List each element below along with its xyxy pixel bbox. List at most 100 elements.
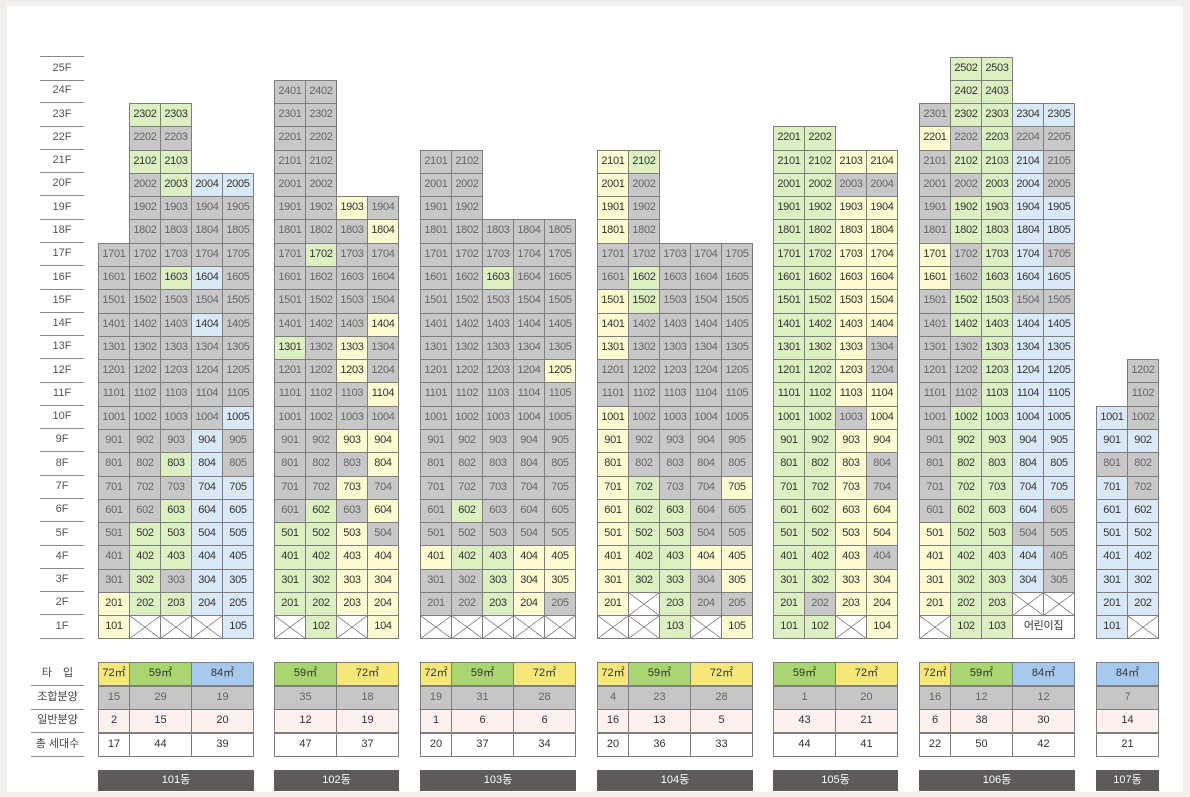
unit-cell[interactable]: 1902 — [950, 196, 982, 221]
unit-cell[interactable]: 704 — [866, 475, 898, 500]
unit-cell[interactable]: 1205 — [544, 359, 576, 384]
unit-cell[interactable]: 1104 — [1012, 382, 1044, 407]
unit-cell[interactable]: 2201 — [919, 126, 951, 151]
unit-cell[interactable]: 1802 — [628, 219, 660, 244]
unit-cell[interactable]: 502 — [1127, 522, 1159, 547]
unit-cell[interactable]: 102 — [305, 615, 337, 640]
unit-cell[interactable]: 202 — [129, 591, 161, 617]
unit-cell[interactable]: 1201 — [420, 359, 452, 384]
unit-cell[interactable]: 402 — [451, 545, 483, 570]
unit-cell[interactable]: 501 — [98, 522, 130, 547]
unit-cell[interactable]: 1402 — [628, 312, 660, 337]
unit-cell[interactable]: 1304 — [690, 335, 722, 361]
unit-cell[interactable]: 701 — [420, 475, 452, 500]
unit-cell[interactable]: 1802 — [950, 219, 982, 244]
unit-cell[interactable]: 901 — [919, 428, 951, 454]
unit-cell[interactable]: 1303 — [659, 335, 691, 361]
unit-cell[interactable]: 204 — [866, 591, 898, 617]
unit-cell[interactable]: 1804 — [191, 219, 223, 244]
unit-cell[interactable]: 1005 — [544, 405, 576, 430]
unit-cell[interactable]: 1404 — [1012, 312, 1044, 337]
unit-cell[interactable]: 1004 — [690, 405, 722, 430]
unit-cell[interactable]: 602 — [628, 498, 660, 524]
unit-cell[interactable]: 2002 — [804, 172, 836, 198]
unit-cell[interactable]: 1703 — [835, 242, 867, 267]
unit-cell[interactable]: 402 — [950, 545, 982, 570]
unit-cell[interactable]: 1404 — [866, 312, 898, 337]
unit-cell[interactable]: 1204 — [866, 359, 898, 384]
unit-cell[interactable]: 1603 — [981, 266, 1013, 291]
unit-cell[interactable]: 1403 — [835, 312, 867, 337]
unit-cell[interactable]: 1903 — [981, 196, 1013, 221]
unit-cell[interactable]: 1402 — [129, 312, 161, 337]
unit-cell[interactable]: 805 — [544, 452, 576, 477]
unit-cell[interactable]: 2403 — [981, 79, 1013, 105]
unit-cell[interactable]: 802 — [950, 452, 982, 477]
unit-cell[interactable]: 703 — [981, 475, 1013, 500]
unit-cell[interactable]: 1505 — [1043, 289, 1075, 314]
unit-cell[interactable]: 2105 — [1043, 149, 1075, 174]
unit-cell[interactable]: 1403 — [659, 312, 691, 337]
unit-cell[interactable]: 1202 — [305, 359, 337, 384]
unit-cell[interactable]: 어린이집 — [1012, 615, 1075, 640]
unit-cell[interactable]: 1303 — [336, 335, 368, 361]
unit-cell[interactable]: 1004 — [513, 405, 545, 430]
unit-cell[interactable]: 403 — [659, 545, 691, 570]
unit-cell[interactable]: 1702 — [129, 242, 161, 267]
unit-cell[interactable]: 801 — [919, 452, 951, 477]
unit-cell[interactable]: 104 — [866, 615, 898, 640]
unit-cell[interactable]: 801 — [274, 452, 306, 477]
unit-cell[interactable]: 201 — [773, 591, 805, 617]
unit-cell[interactable]: 1204 — [367, 359, 399, 384]
unit-cell[interactable]: 301 — [1096, 568, 1128, 593]
unit-cell[interactable]: 2003 — [160, 172, 192, 198]
unit-cell[interactable]: 1103 — [835, 382, 867, 407]
unit-cell[interactable]: 903 — [336, 428, 368, 454]
unit-cell[interactable]: 602 — [804, 498, 836, 524]
unit-cell[interactable]: 1604 — [367, 266, 399, 291]
unit-cell[interactable]: 1205 — [1043, 359, 1075, 384]
unit-cell[interactable]: 1704 — [690, 242, 722, 267]
unit-cell[interactable]: 1701 — [274, 242, 306, 267]
unit-cell[interactable]: 201 — [420, 591, 452, 617]
unit-cell[interactable]: 302 — [950, 568, 982, 593]
unit-cell[interactable]: 2003 — [835, 172, 867, 198]
unit-cell[interactable]: 1202 — [129, 359, 161, 384]
unit-cell[interactable]: 202 — [451, 591, 483, 617]
unit-cell[interactable]: 1001 — [919, 405, 951, 430]
unit-cell[interactable]: 302 — [1127, 568, 1159, 593]
unit-cell[interactable]: 501 — [773, 522, 805, 547]
unit-cell[interactable]: 802 — [451, 452, 483, 477]
unit-cell[interactable]: 1001 — [1096, 405, 1128, 430]
unit-cell[interactable]: 1105 — [544, 382, 576, 407]
unit-cell[interactable]: 505 — [222, 522, 254, 547]
unit-cell[interactable]: 1502 — [628, 289, 660, 314]
unit-cell[interactable]: 1603 — [336, 266, 368, 291]
unit-cell[interactable]: 703 — [482, 475, 514, 500]
unit-cell[interactable]: 2101 — [420, 149, 452, 174]
unit-cell[interactable]: 404 — [191, 545, 223, 570]
unit-cell[interactable]: 1002 — [129, 405, 161, 430]
unit-cell[interactable]: 702 — [129, 475, 161, 500]
unit-cell[interactable]: 1204 — [1012, 359, 1044, 384]
unit-cell[interactable]: 1103 — [659, 382, 691, 407]
unit-cell[interactable]: 403 — [160, 545, 192, 570]
unit-cell[interactable]: 1801 — [420, 219, 452, 244]
unit-cell[interactable]: 1902 — [305, 196, 337, 221]
unit-cell[interactable]: 1601 — [773, 266, 805, 291]
unit-cell[interactable]: 2001 — [597, 172, 629, 198]
unit-cell[interactable]: 401 — [919, 545, 951, 570]
unit-cell[interactable]: 404 — [367, 545, 399, 570]
unit-cell[interactable]: 1705 — [1043, 242, 1075, 267]
unit-cell[interactable]: 1203 — [482, 359, 514, 384]
unit-cell[interactable]: 203 — [835, 591, 867, 617]
unit-cell[interactable]: 804 — [1012, 452, 1044, 477]
unit-cell[interactable]: 403 — [482, 545, 514, 570]
unit-cell[interactable]: 805 — [1043, 452, 1075, 477]
unit-cell[interactable]: 705 — [222, 475, 254, 500]
unit-cell[interactable]: 2402 — [950, 79, 982, 105]
unit-cell[interactable]: 1101 — [773, 382, 805, 407]
unit-cell[interactable]: 2102 — [451, 149, 483, 174]
unit-cell[interactable]: 1403 — [336, 312, 368, 337]
unit-cell[interactable]: 502 — [305, 522, 337, 547]
